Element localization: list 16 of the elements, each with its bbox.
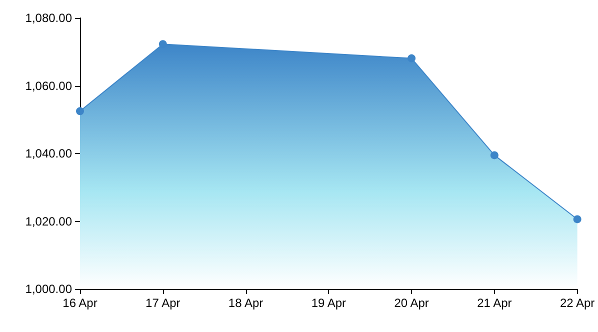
x-tick-label: 22 Apr [560, 296, 595, 310]
point [490, 151, 498, 160]
x-tick-label: 18 Apr [228, 296, 264, 310]
x-tick-label: 20 Apr [394, 296, 429, 310]
x-tick-label: 16 Apr [62, 296, 98, 310]
y-tick-label: 1,040.00 [25, 146, 72, 160]
y-tick-label: 1,080.00 [25, 11, 72, 25]
y-tick-label: 1,020.00 [25, 214, 72, 228]
point [76, 107, 84, 116]
point [408, 54, 416, 62]
x-tick-label: 17 Apr [146, 296, 180, 310]
x-tick-label: 21 Apr [477, 296, 512, 310]
x-tick-label: 19 Apr [311, 296, 346, 310]
y-tick-label: 1,060.00 [25, 78, 72, 93]
y-tick-label: 1,000.00 [25, 282, 72, 296]
point [573, 215, 582, 224]
